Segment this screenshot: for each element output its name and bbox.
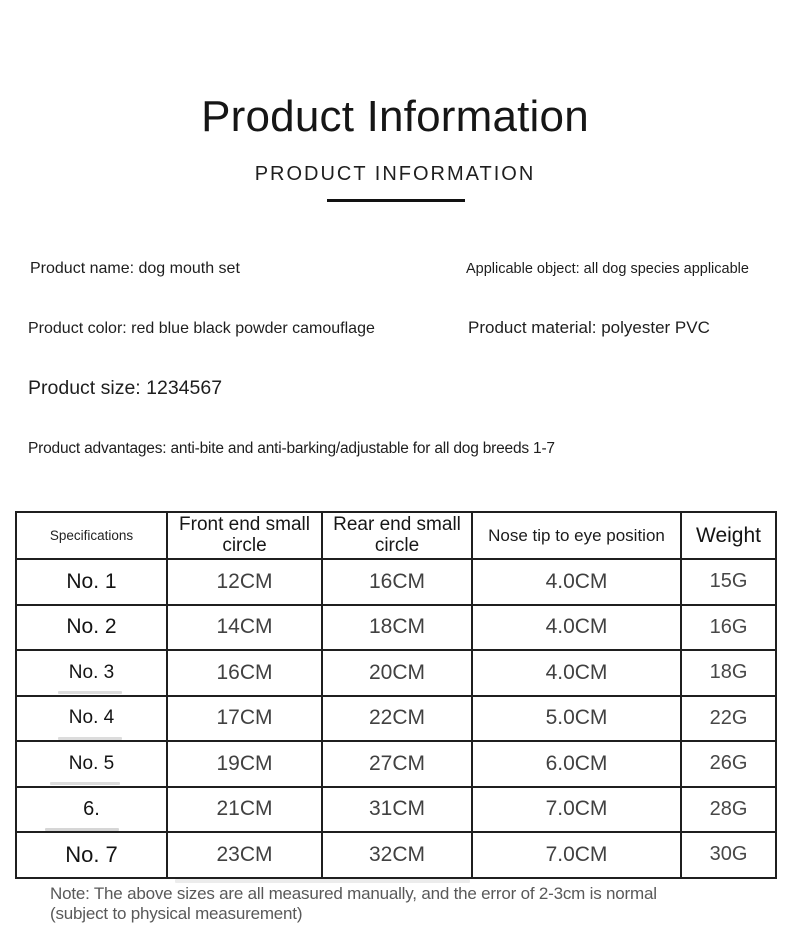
- page-subtitle: PRODUCT INFORMATION: [254, 163, 536, 185]
- table-row: No. 1 12CM 16CM 4.0CM 15G: [15, 558, 777, 606]
- table-row: No. 5 19CM 27CM 6.0CM 26G: [15, 740, 777, 788]
- render-artifact: [50, 782, 120, 785]
- weight-value: 28G: [680, 785, 777, 833]
- nose-to-eye-value: 4.0CM: [471, 649, 682, 697]
- product-material-text: Product material: polyester PVC: [468, 318, 710, 337]
- rear-circle-value: 22CM: [321, 694, 473, 742]
- render-artifact: [58, 691, 122, 694]
- nose-to-eye-value: 4.0CM: [471, 558, 682, 606]
- product-name-text: Product name: dog mouth set: [30, 260, 240, 277]
- rear-circle-value: 27CM: [321, 740, 473, 788]
- weight-value: 15G: [680, 558, 777, 606]
- table-row: No. 3 16CM 20CM 4.0CM 18G: [15, 649, 777, 697]
- front-circle-value: 19CM: [166, 740, 323, 788]
- render-artifact: [45, 828, 119, 831]
- spec-label: No. 2: [15, 603, 168, 651]
- table-row: No. 4 17CM 22CM 5.0CM 22G: [15, 694, 777, 742]
- nose-to-eye-value: 6.0CM: [471, 740, 682, 788]
- page-title: Product Information: [201, 92, 589, 141]
- rear-circle-value: 31CM: [321, 785, 473, 833]
- product-color-text: Product color: red blue black powder cam…: [28, 320, 375, 337]
- table-row: No. 2 14CM 18CM 4.0CM 16G: [15, 603, 777, 651]
- rear-circle-value: 16CM: [321, 558, 473, 606]
- size-chart-table: Specifications Front end small circle Re…: [15, 511, 777, 879]
- spec-label: No. 3: [15, 649, 168, 697]
- front-circle-value: 23CM: [166, 831, 323, 879]
- rear-circle-value: 18CM: [321, 603, 473, 651]
- weight-value: 30G: [680, 831, 777, 879]
- front-circle-value: 14CM: [166, 603, 323, 651]
- note-line-2: (subject to physical measurement): [50, 904, 303, 924]
- measurement-note: Note: The above sizes are all measured m…: [50, 884, 750, 924]
- render-artifact: [58, 737, 122, 740]
- front-circle-value: 16CM: [166, 649, 323, 697]
- spec-label: No. 7: [15, 831, 168, 879]
- product-size-text: Product size: 1234567: [28, 377, 223, 399]
- render-artifact: [175, 879, 470, 883]
- weight-value: 16G: [680, 603, 777, 651]
- front-circle-value: 17CM: [166, 694, 323, 742]
- header-weight: Weight: [680, 511, 777, 560]
- weight-value: 22G: [680, 694, 777, 742]
- header-rear-circle: Rear end small circle: [321, 511, 473, 560]
- header-nose-to-eye: Nose tip to eye position: [471, 511, 682, 560]
- rear-circle-value: 20CM: [321, 649, 473, 697]
- note-line-1: Note: The above sizes are all measured m…: [50, 884, 657, 903]
- weight-value: 18G: [680, 649, 777, 697]
- nose-to-eye-value: 4.0CM: [471, 603, 682, 651]
- subtitle-underline: [327, 199, 465, 202]
- front-circle-value: 21CM: [166, 785, 323, 833]
- header-front-circle: Front end small circle: [166, 511, 323, 560]
- table-row: 6. 21CM 31CM 7.0CM 28G: [15, 785, 777, 833]
- header-specifications: Specifications: [15, 511, 168, 560]
- applicable-object-text: Applicable object: all dog species appli…: [466, 261, 749, 277]
- spec-label: No. 5: [15, 740, 168, 788]
- front-circle-value: 12CM: [166, 558, 323, 606]
- table-header-row: Specifications Front end small circle Re…: [15, 511, 777, 560]
- nose-to-eye-value: 7.0CM: [471, 785, 682, 833]
- weight-value: 26G: [680, 740, 777, 788]
- spec-label: 6.: [15, 785, 168, 833]
- spec-label: No. 4: [15, 694, 168, 742]
- nose-to-eye-value: 5.0CM: [471, 694, 682, 742]
- spec-label: No. 1: [15, 558, 168, 606]
- product-advantages-text: Product advantages: anti-bite and anti-b…: [28, 440, 555, 457]
- nose-to-eye-value: 7.0CM: [471, 831, 682, 879]
- rear-circle-value: 32CM: [321, 831, 473, 879]
- table-row: No. 7 23CM 32CM 7.0CM 30G: [15, 831, 777, 879]
